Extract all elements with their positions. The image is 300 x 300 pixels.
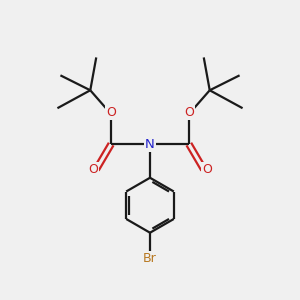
Text: O: O [88,163,98,176]
Text: Br: Br [143,253,157,266]
Text: O: O [202,163,212,176]
Text: N: N [145,137,155,151]
Text: O: O [106,106,116,119]
Text: O: O [184,106,194,119]
